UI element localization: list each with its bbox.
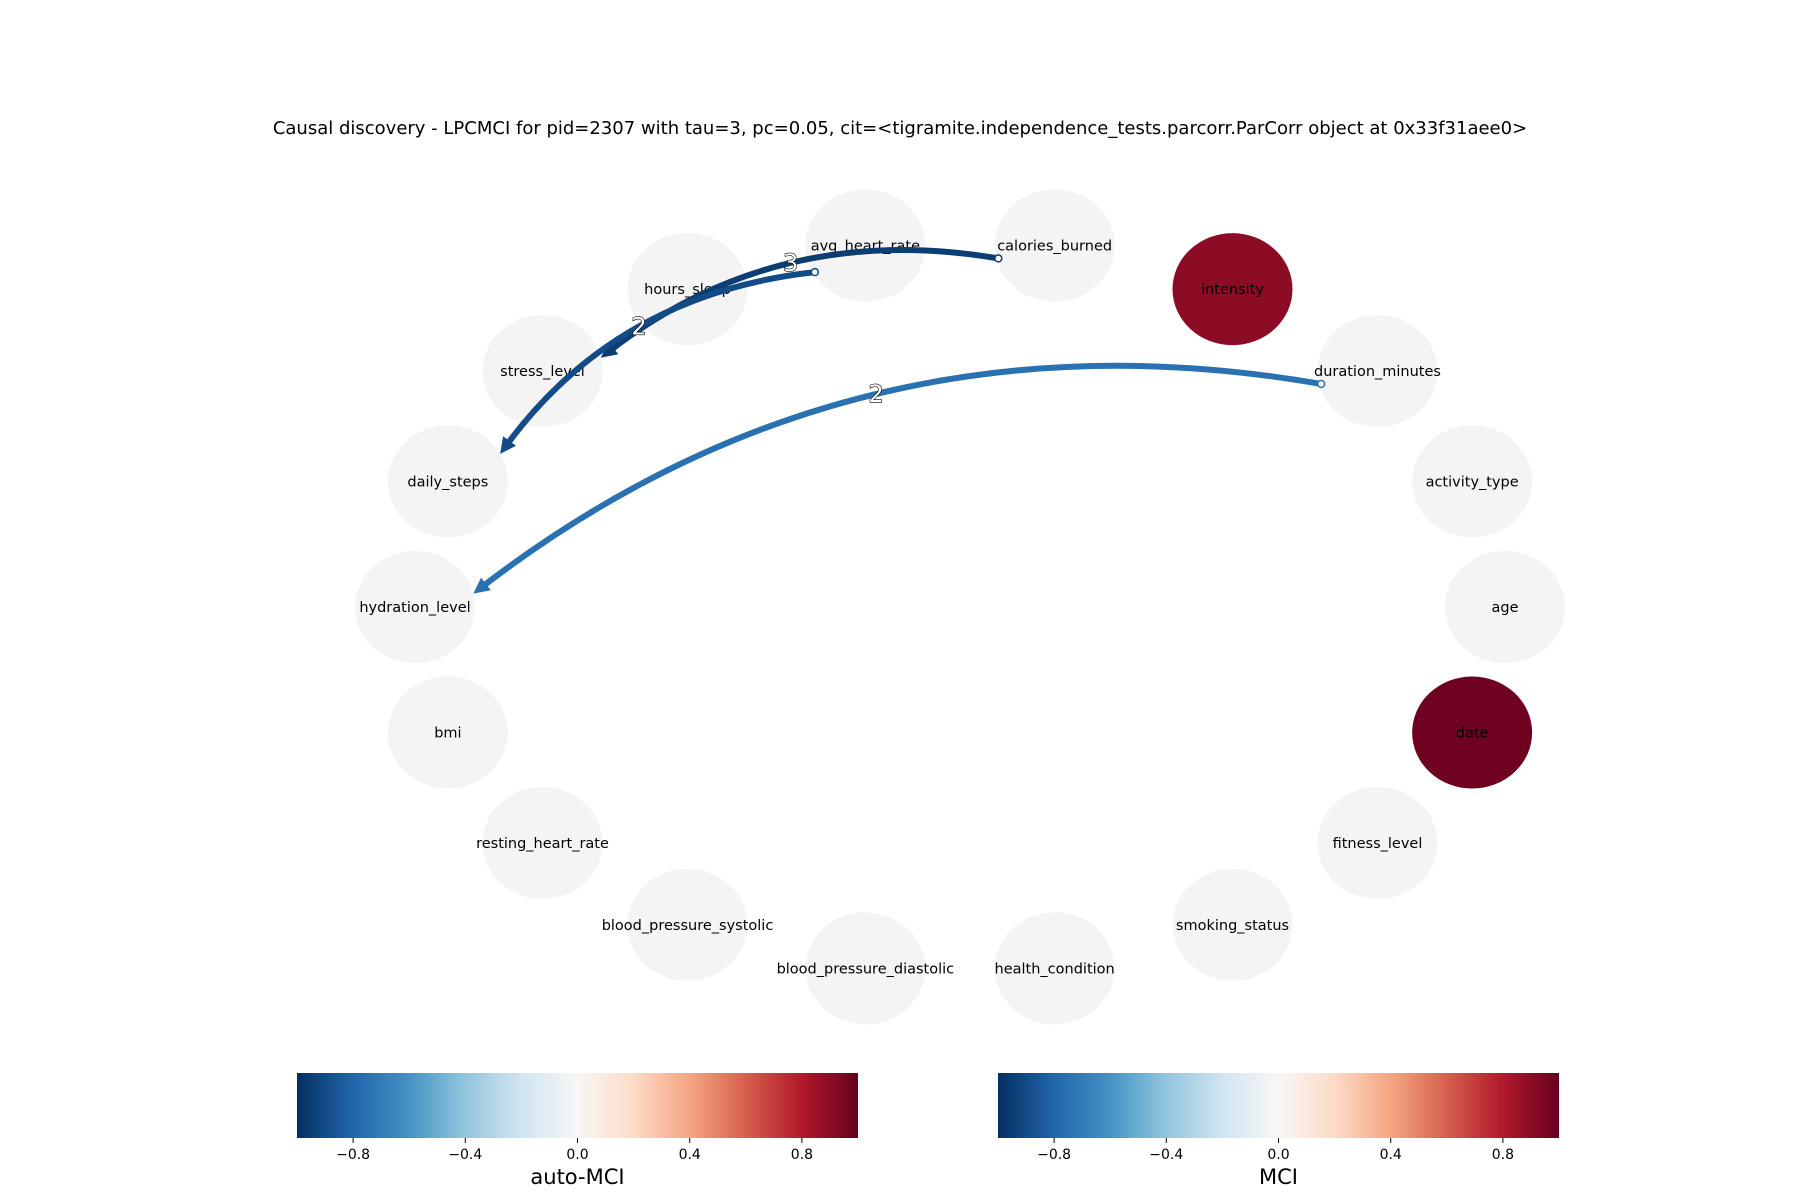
node-intensity: intensity	[1172, 233, 1293, 346]
edge-arrowhead	[600, 341, 619, 358]
node-label: smoking_status	[1176, 918, 1289, 934]
node-label: stress_level	[500, 364, 585, 380]
colorbar-tick-label: 0.0	[1267, 1147, 1289, 1163]
node-circle	[994, 189, 1115, 302]
node-duration_minutes: duration_minutes	[1314, 315, 1441, 428]
node-label: bmi	[434, 726, 461, 742]
colorbar-tick-label: −0.4	[448, 1147, 482, 1163]
node-daily_steps: daily_steps	[387, 425, 508, 538]
edge-line	[503, 269, 816, 448]
node-bmi: bmi	[387, 676, 508, 789]
nodes-layer: calories_burned intensity duration_minutes…	[355, 189, 1565, 1025]
colorbar-tick-label: −0.8	[336, 1147, 370, 1163]
colorbar-tick-label: 0.4	[1380, 1147, 1402, 1163]
node-circle	[994, 912, 1115, 1025]
node-circle	[1317, 315, 1438, 428]
node-label: blood_pressure_systolic	[602, 918, 774, 934]
node-label: daily_steps	[407, 474, 488, 490]
node-circle	[627, 868, 748, 981]
node-circle	[1317, 786, 1438, 899]
edges-layer: 3 2 2	[473, 247, 1326, 594]
node-smoking_status: smoking_status	[1172, 868, 1293, 981]
colorbar-mci: −0.8 −0.4 0.0 0.4 0.8 MCI	[998, 1073, 1559, 1189]
node-circle	[355, 551, 475, 663]
node-activity_type: activity_type	[1412, 425, 1533, 538]
node-circle	[1172, 233, 1293, 346]
node-date: date	[1412, 676, 1533, 789]
node-circle	[805, 189, 926, 302]
edge-origin-marker	[1316, 379, 1326, 389]
node-blood_pressure_systolic: blood_pressure_systolic	[602, 868, 774, 981]
node-circle	[1445, 551, 1565, 663]
node-calories_burned: calories_burned	[994, 189, 1115, 302]
node-circle	[1412, 425, 1533, 538]
node-circle	[805, 912, 926, 1025]
colorbar-label: MCI	[1259, 1165, 1298, 1189]
edge-origin-marker	[810, 267, 820, 277]
node-blood_pressure_diastolic: blood_pressure_diastolic	[777, 912, 955, 1025]
node-stress_level: stress_level	[482, 315, 603, 428]
edge-lag-label: 3	[783, 249, 798, 277]
node-label: activity_type	[1426, 474, 1519, 490]
node-age: age	[1445, 551, 1565, 663]
node-label: hydration_level	[359, 600, 470, 616]
colorbar-tick-label: 0.4	[679, 1147, 701, 1163]
colorbars-layer: −0.8 −0.4 0.0 0.4 0.8 auto-MCI −0.8 −0.4 0.0 0.4 0…	[297, 1073, 1559, 1189]
node-avg_heart_rate: avg_heart_rate	[805, 189, 926, 302]
edge-duration_minutes-to-hydration_level: 2	[473, 362, 1326, 594]
node-circle	[387, 676, 508, 789]
node-circle	[482, 786, 603, 899]
colorbar-tick-label: −0.4	[1149, 1147, 1183, 1163]
node-label: date	[1456, 726, 1489, 742]
node-circle	[1412, 676, 1533, 789]
node-label: blood_pressure_diastolic	[777, 961, 955, 977]
node-label: duration_minutes	[1314, 364, 1441, 380]
edge-lag-label: 2	[631, 312, 646, 340]
colorbar-auto-mci: −0.8 −0.4 0.0 0.4 0.8 auto-MCI	[297, 1073, 858, 1189]
edge-arrowhead	[500, 436, 517, 454]
node-label: age	[1491, 600, 1518, 616]
colorbar-tick-label: 0.0	[566, 1147, 588, 1163]
node-hydration_level: hydration_level	[355, 551, 475, 663]
edge-arrowhead	[473, 577, 491, 594]
node-label: calories_burned	[997, 239, 1112, 255]
colorbar-gradient	[297, 1073, 858, 1138]
colorbar-label: auto-MCI	[530, 1165, 624, 1189]
node-fitness_level: fitness_level	[1317, 786, 1438, 899]
colorbar-tick-label: −0.8	[1037, 1147, 1071, 1163]
colorbar-tick-label: 0.8	[791, 1147, 813, 1163]
node-label: resting_heart_rate	[476, 836, 609, 852]
node-label: health_condition	[995, 961, 1115, 977]
chart-title: Causal discovery - LPCMCI for pid=2307 w…	[272, 118, 1528, 139]
node-circle	[482, 315, 603, 428]
node-circle	[1172, 868, 1293, 981]
edge-lag-label: 2	[868, 380, 883, 408]
edge-avg_heart_rate-to-daily_steps: 2	[500, 267, 820, 454]
node-resting_heart_rate: resting_heart_rate	[476, 786, 609, 899]
edge-line	[479, 362, 1322, 590]
colorbar-gradient	[998, 1073, 1559, 1138]
node-health_condition: health_condition	[994, 912, 1115, 1025]
node-circle	[387, 425, 508, 538]
node-label: fitness_level	[1333, 836, 1423, 852]
colorbar-tick-label: 0.8	[1492, 1147, 1514, 1163]
edge-origin-marker	[994, 254, 1003, 263]
node-label: intensity	[1201, 282, 1264, 298]
